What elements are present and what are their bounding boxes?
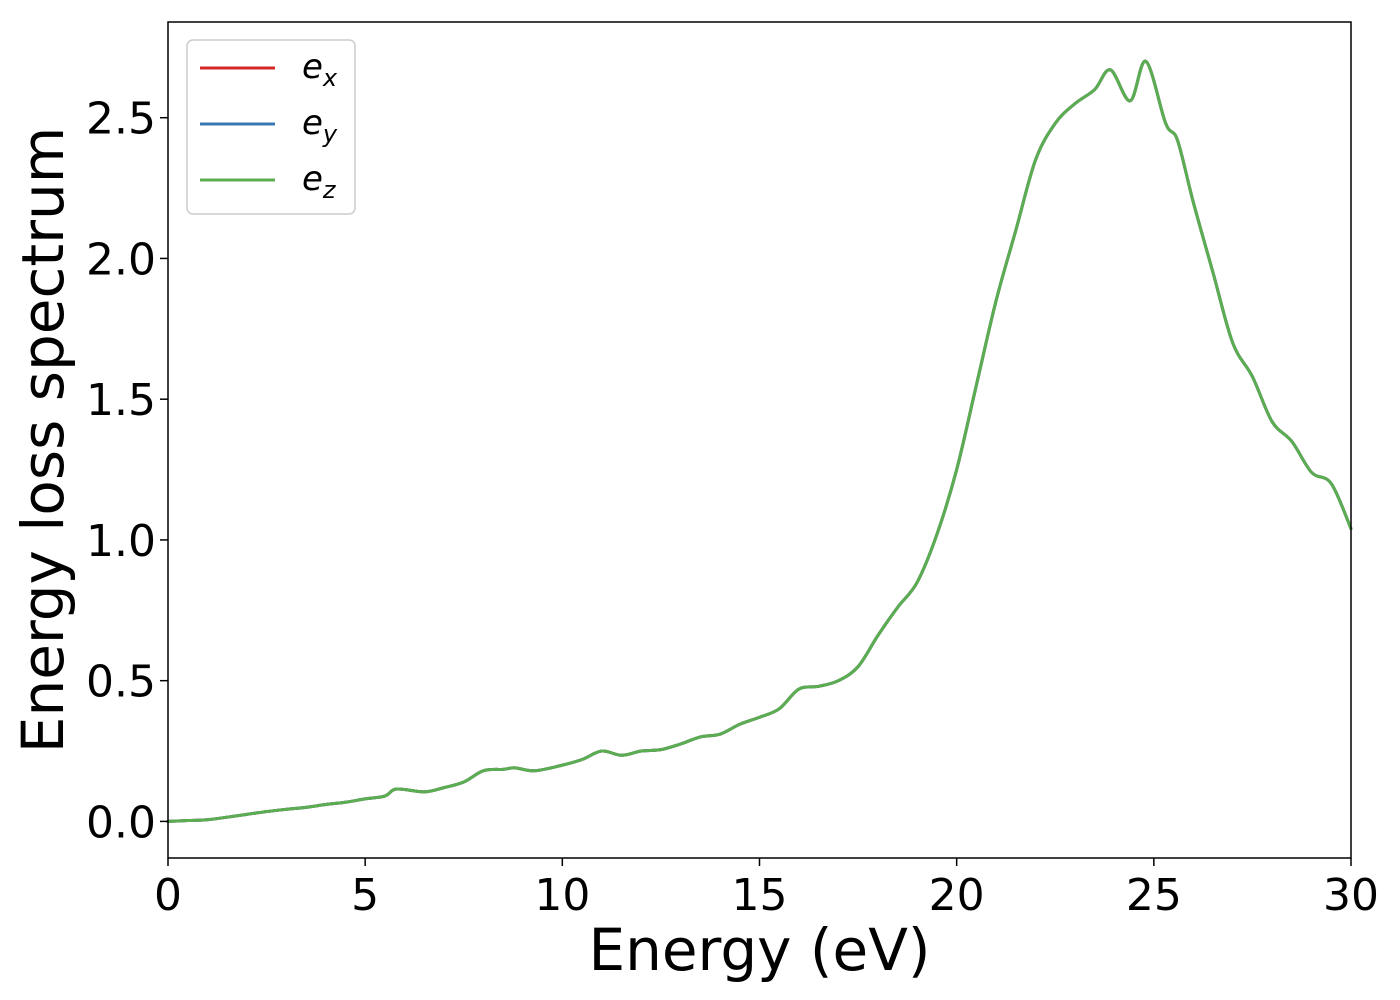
- series-line-e-z: [166, 59, 1353, 823]
- x-tick-label: 5: [351, 870, 379, 921]
- x-axis-title: Energy (eV): [588, 916, 930, 984]
- x-tick-label: 20: [929, 870, 985, 921]
- x-tick-label: 0: [154, 870, 182, 921]
- y-tick-label: 0.5: [86, 657, 156, 708]
- legend-label: ez: [302, 159, 337, 204]
- y-tick-label: 1.5: [86, 375, 156, 426]
- y-axis-title: Energy loss spectrum: [9, 127, 77, 753]
- y-tick-label: 1.0: [86, 516, 156, 567]
- x-axis: 0 5 10 15 20 25 30: [154, 858, 1379, 921]
- x-tick-label: 15: [732, 870, 788, 921]
- legend-label: ex: [302, 47, 338, 92]
- y-tick-label: 2.0: [86, 234, 156, 285]
- legend-label: ey: [302, 103, 338, 148]
- plot-area: [166, 59, 1353, 823]
- y-tick-label: 0.0: [86, 797, 156, 848]
- x-tick-label: 30: [1323, 870, 1379, 921]
- x-tick-label: 25: [1126, 870, 1182, 921]
- y-tick-label: 2.5: [86, 94, 156, 145]
- x-tick-label: 10: [534, 870, 590, 921]
- legend-box: [186, 39, 356, 215]
- y-axis: 0.0 0.5 1.0 1.5 2.0 2.5: [86, 94, 168, 848]
- legend: ex ey ez: [186, 39, 356, 215]
